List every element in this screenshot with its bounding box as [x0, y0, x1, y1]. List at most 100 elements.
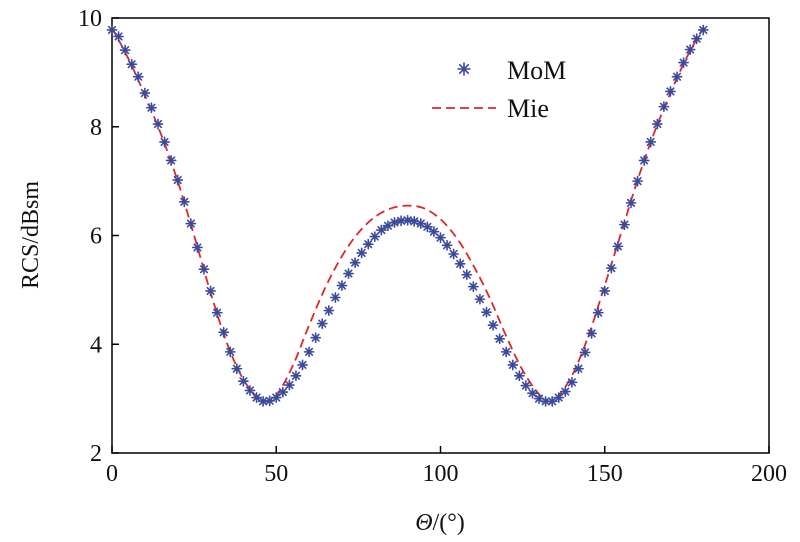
- legend-marker-mom: [457, 62, 471, 76]
- data-point-mom: [343, 268, 354, 279]
- y-tick-label: 2: [90, 441, 102, 467]
- y-axis-title: RCS/dBsm: [18, 181, 44, 289]
- data-point-mom: [665, 86, 676, 97]
- series-layer: [106, 24, 709, 407]
- data-point-mom: [408, 215, 420, 227]
- data-point-mom: [231, 363, 243, 375]
- data-point-mom: [139, 87, 151, 99]
- data-point-mom: [421, 221, 433, 233]
- data-point-mom: [283, 379, 295, 391]
- data-point-mom: [375, 224, 387, 236]
- data-point-mom: [211, 307, 223, 319]
- data-point-mom: [500, 346, 512, 358]
- data-point-mom: [172, 174, 184, 186]
- data-point-mom: [605, 262, 617, 274]
- y-tick-label: 10: [78, 6, 102, 32]
- data-point-mom: [165, 155, 177, 166]
- x-tick-label: 150: [587, 461, 623, 487]
- data-point-mom: [697, 24, 709, 36]
- data-point-mom: [356, 247, 368, 259]
- data-point-mom: [126, 58, 138, 70]
- series-line-mie: [111, 27, 705, 404]
- data-point-mom: [573, 363, 584, 375]
- data-point-mom: [599, 285, 611, 297]
- data-point-mom: [178, 196, 190, 208]
- data-point-mom: [369, 231, 381, 242]
- data-point-mom: [277, 386, 289, 398]
- x-tick-label: 0: [106, 461, 118, 487]
- data-point-mom: [185, 218, 197, 229]
- legend-asterisk: [457, 62, 471, 76]
- data-point-mom: [362, 238, 374, 250]
- data-point-mom: [461, 269, 473, 281]
- data-point-mom: [487, 319, 499, 331]
- data-point-mom: [316, 318, 328, 329]
- data-point-mom: [238, 375, 249, 387]
- data-point-mom: [441, 239, 453, 251]
- data-point-mom: [513, 370, 525, 382]
- x-axis-title: Θ/(°): [415, 510, 465, 536]
- data-point-mom: [612, 240, 624, 252]
- data-point-mom: [270, 392, 282, 403]
- data-point-mom: [244, 385, 256, 396]
- data-point-mom: [152, 118, 164, 130]
- data-point-mom: [494, 333, 506, 345]
- data-point-mom: [671, 71, 683, 83]
- data-point-mom: [454, 258, 466, 270]
- data-point-mom: [218, 326, 230, 338]
- data-point-mom: [310, 332, 322, 344]
- data-point-mom: [159, 136, 170, 148]
- data-point-mom: [625, 197, 637, 209]
- data-point-mom: [113, 31, 124, 42]
- data-point-mom: [257, 395, 269, 407]
- x-axis-symbol: Θ: [415, 510, 432, 536]
- data-point-mom: [658, 101, 670, 113]
- data-point-mom: [474, 293, 486, 305]
- data-point-mom: [192, 242, 203, 253]
- data-point-mom: [467, 281, 479, 293]
- data-point-mom: [579, 347, 591, 358]
- y-tick-label: 6: [90, 224, 102, 250]
- data-point-mom: [205, 285, 216, 297]
- data-point-mom: [290, 370, 302, 382]
- data-point-mom: [638, 155, 650, 166]
- data-point-mom: [546, 395, 558, 407]
- data-point-mom: [520, 380, 532, 391]
- x-tick-label: 100: [423, 461, 459, 487]
- data-point-mom: [651, 118, 663, 130]
- data-point-mom: [303, 346, 315, 358]
- data-point-mom: [132, 71, 144, 83]
- axis-ticks: 0 50 100 150 200 2 4 6 8 10: [78, 6, 787, 487]
- data-point-mom: [224, 346, 236, 358]
- y-tick-label: 8: [90, 115, 102, 141]
- data-point-mom: [198, 263, 210, 275]
- data-point-mom: [146, 102, 157, 114]
- data-point-mom: [632, 175, 644, 187]
- data-point-mom: [553, 392, 565, 403]
- data-point-mom: [527, 387, 538, 399]
- data-point-mom: [691, 33, 703, 45]
- data-point-mom: [684, 44, 696, 55]
- data-point-mom: [586, 327, 598, 339]
- data-point-mom: [382, 220, 394, 232]
- data-point-mom: [481, 306, 492, 318]
- x-tick-label: 200: [751, 461, 787, 487]
- y-tick-label: 4: [90, 332, 102, 358]
- data-point-mom: [349, 257, 361, 269]
- data-point-mom: [329, 292, 341, 303]
- data-point-mom: [507, 359, 519, 371]
- data-point-mom: [119, 44, 131, 56]
- data-point-mom: [336, 280, 348, 291]
- data-point-mom: [323, 305, 335, 316]
- data-point-mom: [428, 226, 440, 238]
- legend-label-mie: Mie: [507, 94, 549, 123]
- data-point-mom: [448, 248, 460, 260]
- data-point-mom: [645, 136, 657, 148]
- legend-label-mom: MoM: [507, 56, 566, 85]
- data-point-mom: [389, 217, 400, 228]
- legend: MoM Mie: [432, 56, 566, 123]
- x-axis-unit: /(°): [433, 510, 465, 536]
- data-point-mom: [559, 386, 571, 397]
- data-point-mom: [678, 57, 689, 68]
